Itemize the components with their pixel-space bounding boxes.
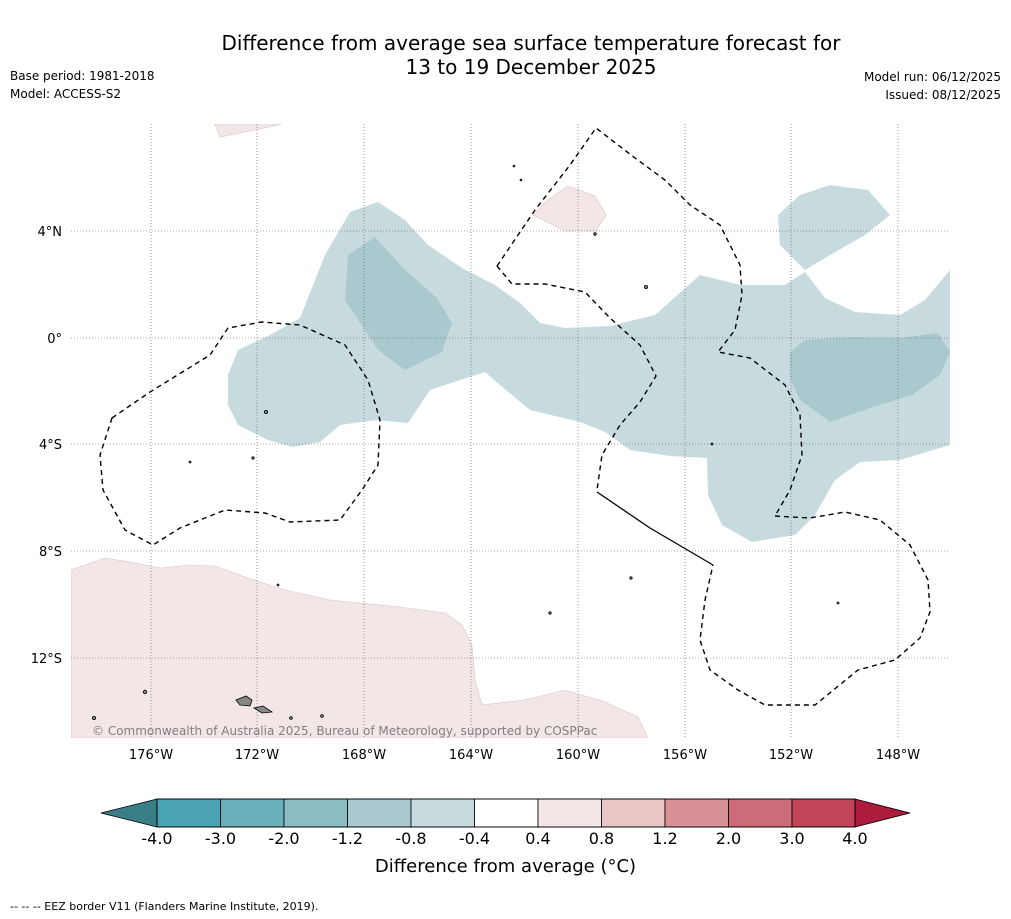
lat-labels: 4°N 0° 4°S 8°S 12°S (31, 225, 62, 667)
eez-border-central (496, 265, 657, 491)
map-plot-area (71, 124, 950, 738)
eez-border-cook (699, 511, 931, 706)
colorbar-tick: 0.8 (589, 829, 614, 848)
colorbar-bin (410, 798, 475, 828)
lon-label-160w: 160°W (556, 748, 600, 763)
lat-label-12s: 12°S (31, 652, 62, 667)
lon-label-148w: 148°W (876, 748, 920, 763)
base-period-label: Base period: 1981-2018 (10, 69, 155, 83)
lat-label-4n: 4°N (38, 225, 63, 240)
colorbar-bins (156, 798, 856, 828)
colorbar-tick: 0.4 (525, 829, 550, 848)
eez-footnote: -- -- -- EEZ border V11 (Flanders Marine… (10, 900, 319, 913)
colorbar-tick: -3.0 (205, 829, 236, 848)
eez-border-solid (596, 491, 714, 566)
colorbar-tick: -4.0 (141, 829, 172, 848)
lat-label-4s: 4°S (39, 438, 62, 453)
chart-title: Difference from average sea surface temp… (150, 31, 912, 79)
colorbar: -4.0 -3.0 -2.0 -1.2 -0.8 -0.4 0.4 0.8 1.… (100, 798, 911, 848)
anomaly-warm-north (214, 124, 283, 138)
model-run-label: Model run: 06/12/2025 (863, 70, 1001, 84)
colorbar-bin (537, 798, 602, 828)
colorbar-label: Difference from average (°C) (374, 856, 637, 877)
colorbar-tick: -0.4 (459, 829, 490, 848)
colorbar-tick: 1.2 (652, 829, 677, 848)
title-line-1: Difference from average sea surface temp… (221, 31, 841, 55)
colorbar-bin (283, 798, 348, 828)
colorbar-extend-low (100, 798, 158, 828)
colorbar-tick: 2.0 (716, 829, 741, 848)
colorbar-bin (791, 798, 856, 828)
colorbar-extend-high (854, 798, 911, 828)
colorbar-bin (156, 798, 221, 828)
lon-label-168w: 168°W (342, 748, 386, 763)
island-upolu (252, 705, 274, 714)
colorbar-tick: 4.0 (842, 829, 867, 848)
colorbar-bin (728, 798, 793, 828)
lon-labels: 176°W 172°W 168°W 164°W 160°W 156°W 152°… (129, 748, 920, 763)
anomaly-cool-core-west (345, 237, 452, 370)
island-savaii (235, 695, 253, 707)
colorbar-tick-labels: -4.0 -3.0 -2.0 -1.2 -0.8 -0.4 0.4 0.8 1.… (141, 829, 867, 848)
model-label: Model: ACCESS-S2 (10, 87, 122, 101)
colorbar-bin (220, 798, 285, 828)
anomaly-cool-core-east (790, 333, 950, 422)
anomaly-warm-south (71, 557, 649, 738)
eez-borders (99, 126, 931, 706)
issued-label: Issued: 08/12/2025 (885, 88, 1001, 102)
anomaly-cool-ne (778, 185, 890, 270)
lon-label-152w: 152°W (769, 748, 813, 763)
copyright-notice: © Commonwealth of Australia 2025, Bureau… (92, 724, 598, 738)
anomaly-warm-patch (532, 185, 607, 232)
graticule (71, 124, 950, 738)
lon-label-176w: 176°W (129, 748, 173, 763)
lon-label-164w: 164°W (449, 748, 493, 763)
islands (92, 164, 840, 721)
eez-border-tuvalu-tokelau (99, 321, 381, 546)
meta-left: Base period: 1981-2018 Model: ACCESS-S2 (10, 67, 155, 103)
eez-border-phoenix (496, 126, 803, 517)
colorbar-bin (474, 798, 539, 828)
lon-label-156w: 156°W (663, 748, 707, 763)
colorbar-bin (601, 798, 666, 828)
colorbar-tick: -1.2 (332, 829, 363, 848)
lat-label-0: 0° (47, 332, 62, 347)
colorbar-tick: 3.0 (779, 829, 804, 848)
title-line-2: 13 to 19 December 2025 (405, 55, 657, 79)
colorbar-bin (347, 798, 412, 828)
meta-right: Model run: 06/12/2025 Issued: 08/12/2025 (864, 68, 1001, 104)
lon-label-172w: 172°W (235, 748, 279, 763)
colorbar-bin (664, 798, 729, 828)
colorbar-tick: -2.0 (268, 829, 299, 848)
colorbar-tick: -0.8 (395, 829, 426, 848)
lat-label-8s: 8°S (39, 545, 62, 560)
